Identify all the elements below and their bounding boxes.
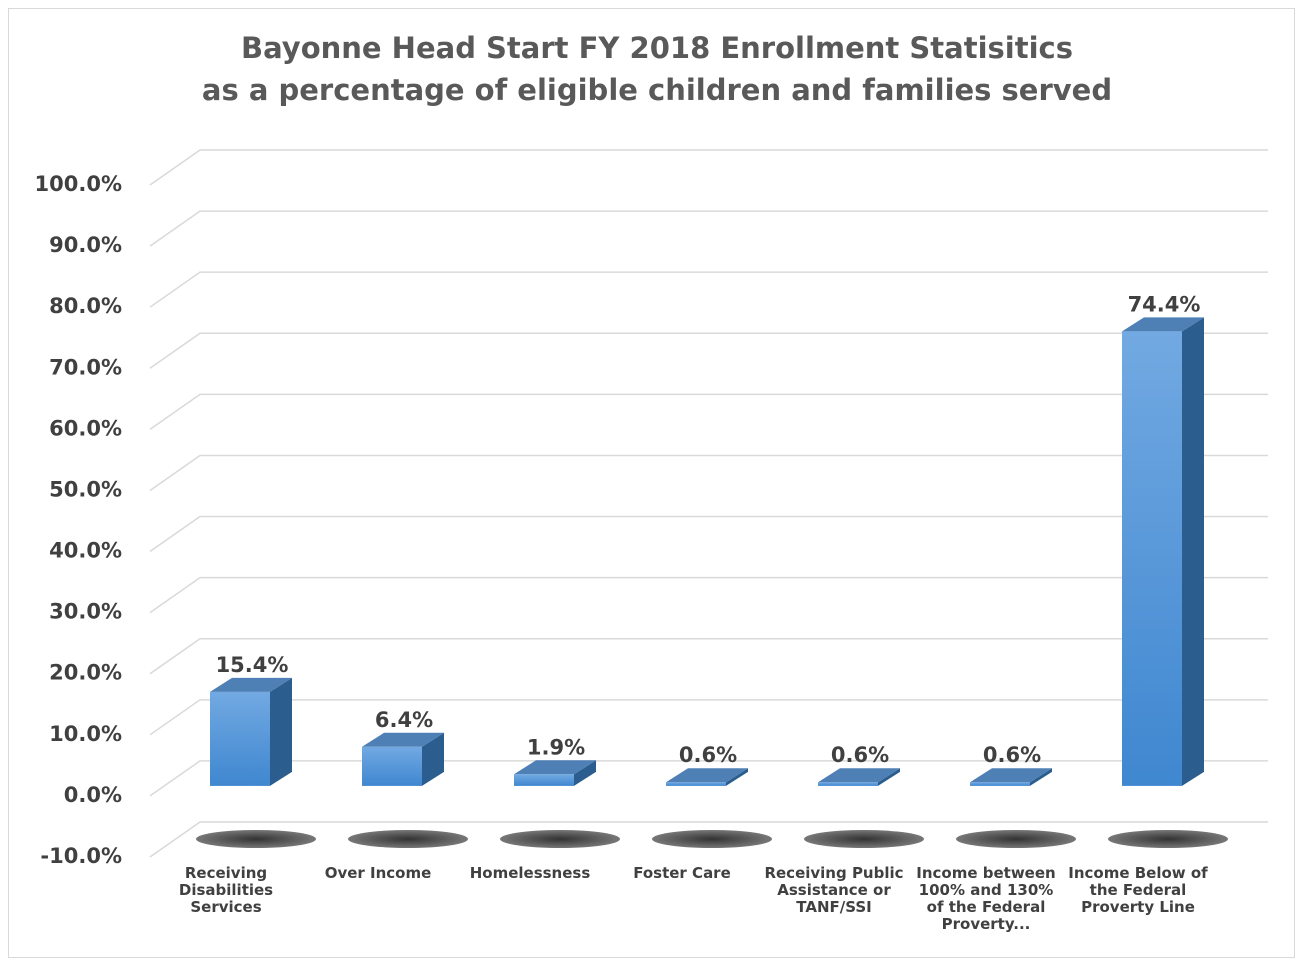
y-tick-label: 10.0% bbox=[49, 722, 122, 746]
bar-side bbox=[878, 768, 900, 786]
y-tick-label: 70.0% bbox=[49, 355, 122, 379]
y-tick-label: 40.0% bbox=[49, 539, 122, 563]
bar-shadow bbox=[804, 830, 924, 848]
grid-line bbox=[149, 821, 1268, 858]
bar-top bbox=[210, 677, 292, 692]
bar-shadow bbox=[196, 830, 316, 848]
x-tick-label: Income Below of the Federal Proverty Lin… bbox=[1068, 864, 1208, 916]
bar bbox=[970, 782, 1030, 786]
bar bbox=[514, 774, 574, 786]
x-tick-label: Foster Care bbox=[633, 864, 731, 882]
value-label: 0.6% bbox=[831, 743, 889, 767]
y-tick-label: 100.0% bbox=[35, 172, 122, 196]
bar-side bbox=[1182, 317, 1204, 786]
value-label: 74.4% bbox=[1128, 292, 1201, 316]
bar-top bbox=[970, 768, 1052, 783]
bar-side bbox=[422, 732, 444, 786]
value-label: 0.6% bbox=[679, 743, 737, 767]
y-tick-label: -10.0% bbox=[40, 844, 122, 868]
bar-top bbox=[666, 768, 748, 783]
bar-shadow bbox=[956, 830, 1076, 848]
grid-line bbox=[149, 760, 1268, 797]
value-label: 0.6% bbox=[983, 743, 1041, 767]
bar-top bbox=[1122, 317, 1204, 332]
y-tick-label: 30.0% bbox=[49, 600, 122, 624]
grid-line bbox=[149, 699, 1268, 736]
value-label: 15.4% bbox=[216, 653, 289, 677]
bar-side bbox=[270, 677, 292, 786]
grid-line bbox=[149, 149, 1268, 186]
value-label: 1.9% bbox=[527, 735, 585, 759]
chart-subtitle: as a percentage of eligible children and… bbox=[202, 73, 1112, 107]
bar-side bbox=[1030, 768, 1052, 786]
y-tick-label: 60.0% bbox=[49, 416, 122, 440]
x-tick-label: Over Income bbox=[324, 864, 432, 882]
grid-line bbox=[149, 515, 1268, 553]
y-tick-label: 50.0% bbox=[49, 477, 122, 501]
x-tick-label: Receiving Disabilities Services bbox=[178, 864, 274, 916]
y-tick-label: 0.0% bbox=[64, 783, 122, 807]
chart-title: Bayonne Head Start FY 2018 Enrollment St… bbox=[241, 31, 1073, 65]
grid-line bbox=[149, 271, 1268, 308]
x-tick-label: Receiving Public Assistance or TANF/SSI bbox=[764, 864, 904, 916]
x-tick-label: Income between 100% and 130% of the Fede… bbox=[916, 864, 1056, 933]
bar-top bbox=[362, 732, 444, 747]
chart-frame bbox=[8, 8, 1295, 958]
grid-line bbox=[149, 393, 1268, 430]
bar-shadow bbox=[652, 830, 772, 848]
bar-top bbox=[818, 768, 900, 783]
bar-shadow bbox=[348, 830, 468, 848]
bar-shadow bbox=[1108, 830, 1228, 848]
x-tick-label: Homelessness bbox=[469, 864, 591, 882]
y-tick-label: 90.0% bbox=[49, 233, 122, 257]
bar bbox=[818, 782, 878, 786]
bar-shadow bbox=[500, 830, 620, 848]
bar-side bbox=[726, 768, 748, 786]
grid-line bbox=[149, 454, 1268, 492]
y-tick-label: 20.0% bbox=[49, 661, 122, 685]
bar-side bbox=[574, 760, 596, 786]
grid-line bbox=[149, 637, 1268, 675]
bar bbox=[1122, 331, 1182, 786]
grid-line bbox=[149, 332, 1268, 369]
bar bbox=[666, 782, 726, 786]
bar bbox=[210, 691, 270, 786]
grid-line bbox=[149, 576, 1268, 614]
grid-line bbox=[149, 210, 1268, 247]
y-tick-label: 80.0% bbox=[49, 294, 122, 318]
value-label: 6.4% bbox=[375, 708, 433, 732]
bar-top bbox=[514, 760, 596, 775]
bar bbox=[362, 746, 422, 786]
